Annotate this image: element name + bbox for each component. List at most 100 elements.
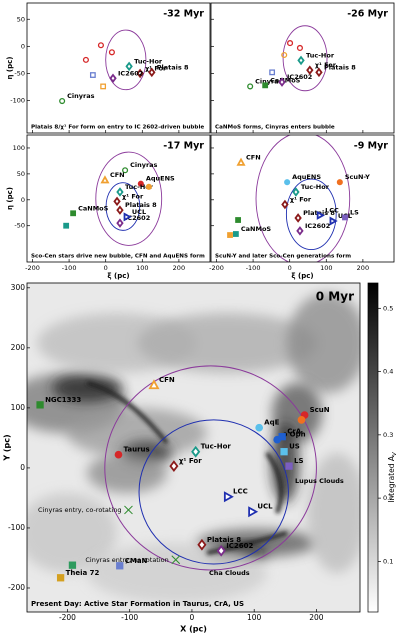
point [145, 183, 152, 190]
point-label: Cinyras [130, 161, 157, 169]
point [169, 460, 179, 472]
point-label: CFN [159, 376, 175, 384]
point-label: AqE [264, 419, 279, 427]
point-label: χ¹ For [122, 192, 144, 200]
dust-filament [86, 381, 169, 445]
x-tick-label: 0 [190, 613, 195, 622]
colorbar-label: Integrated AV [387, 451, 398, 503]
point [125, 61, 133, 72]
point [100, 83, 107, 90]
point [315, 67, 323, 78]
y-tick-label: -50 [14, 222, 25, 230]
dust-cloud [307, 453, 360, 573]
panel-frame [26, 282, 361, 613]
point-label: LS [294, 457, 304, 465]
point-label: Tuc-Hor [201, 443, 232, 451]
point-label: IC2602 [305, 222, 330, 230]
point-label: Cinyras entry, co-rotating [38, 506, 121, 514]
point-label: UCL [132, 208, 146, 216]
point [171, 555, 181, 565]
point [89, 72, 96, 78]
panel-title: -26 Myr [347, 9, 388, 20]
point-label: Platais 8 [125, 201, 157, 209]
dust-cloud [87, 543, 267, 603]
point [148, 379, 160, 390]
point [278, 77, 286, 87]
y-tick-label: -100 [8, 523, 25, 532]
point-label: Theia 72 [66, 569, 100, 577]
bubble-shell [95, 151, 163, 246]
point [306, 65, 314, 75]
point [56, 574, 65, 582]
point [148, 67, 156, 78]
y-tick-label: 0 [21, 42, 25, 50]
x-tick-label: 100 [320, 264, 332, 272]
point-label: Platais 8 [324, 63, 356, 71]
dust-cloud [137, 313, 317, 373]
point-label: Tuc-Hor [306, 51, 335, 59]
bubble-shell [105, 182, 141, 231]
point-label: χ¹ For [315, 61, 337, 69]
point [236, 157, 246, 166]
panel-frame [210, 134, 395, 263]
panel-title: -9 Myr [354, 141, 389, 152]
point [296, 44, 303, 52]
point [227, 232, 233, 238]
point [109, 73, 117, 84]
point [284, 179, 291, 186]
panel-caption: Sco-Cen stars drive new bubble, CFN and … [31, 254, 205, 260]
point [294, 213, 302, 223]
point [281, 51, 288, 59]
point [136, 68, 144, 79]
point [197, 538, 207, 551]
point [255, 423, 264, 432]
point-label: Cinyras [67, 92, 94, 100]
point [36, 401, 44, 409]
point [122, 167, 129, 174]
colorbar [367, 282, 379, 613]
panel-frame [26, 134, 211, 263]
point [116, 187, 124, 197]
point [68, 561, 77, 569]
point [278, 433, 286, 441]
x-tick-label: -100 [246, 264, 261, 272]
colorbar-label-main: Integrated A [387, 455, 396, 503]
point-label: IC2602 [125, 214, 150, 222]
bubble-shell [282, 25, 328, 92]
x-tick-label: 0 [288, 264, 292, 272]
point [281, 199, 289, 210]
bubble-shell [285, 178, 337, 251]
bubble-shell [138, 419, 289, 565]
point [100, 175, 110, 184]
point [97, 42, 104, 49]
panel-title: 0 Myr [316, 290, 354, 304]
x-tick-label: 200 [357, 264, 369, 272]
point-label: CMaN [125, 557, 148, 565]
region-label: Lupus Clouds [295, 477, 344, 485]
point [285, 462, 293, 470]
panel-caption: Platais 8/χ¹ For form on entry to IC 260… [31, 124, 204, 131]
colorbar-label-sub: V [392, 451, 398, 456]
region-label: Cha Clouds [209, 569, 250, 577]
point-label: IC2602 [287, 73, 312, 81]
panel-caption: ScuN-Y and later Sco-Cen generations for… [215, 254, 351, 260]
point [269, 69, 276, 76]
y-axis-label: Y (pc) [3, 434, 12, 461]
point-label: CaNMoS [78, 204, 109, 212]
point [59, 97, 66, 105]
point-label: χ¹ For [179, 457, 202, 465]
point-label: LS [350, 208, 359, 216]
point [235, 217, 241, 223]
point [248, 506, 259, 518]
x-tick-label: 200 [173, 264, 185, 272]
point-label: IC2602 [226, 542, 253, 550]
point-label: Platais 8 [157, 63, 189, 71]
point-label: χ¹ For [290, 195, 312, 203]
point [329, 216, 338, 226]
colorbar-tick-label: 0.4 [383, 368, 393, 376]
point-label: AquENS [292, 173, 321, 181]
point [247, 83, 254, 90]
panel-title: -17 Myr [163, 141, 204, 152]
